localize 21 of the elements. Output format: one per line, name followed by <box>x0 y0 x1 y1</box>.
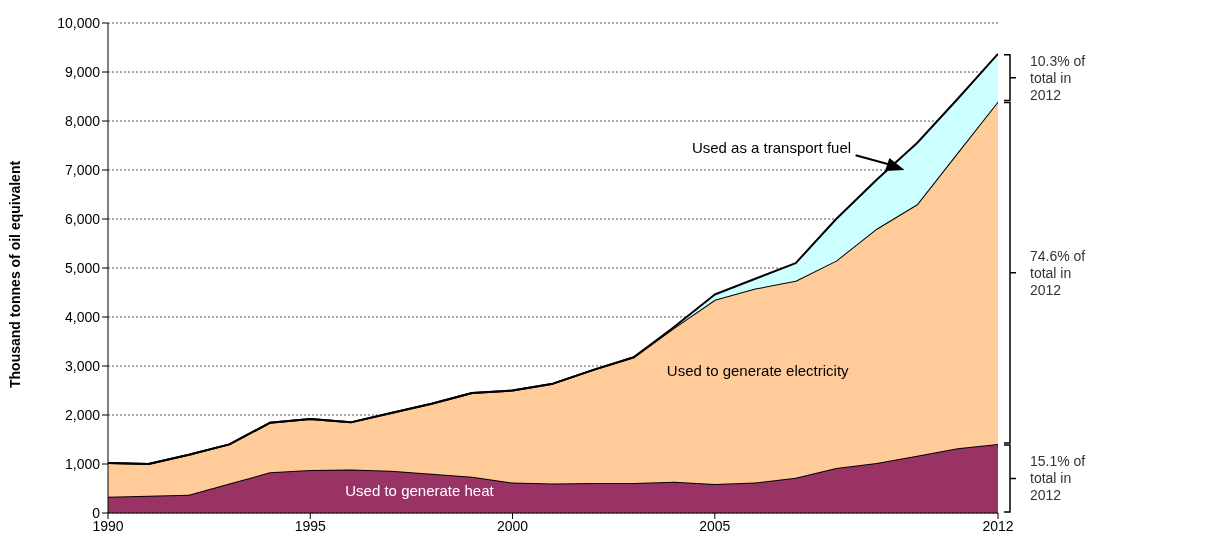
y-tick-label: 3,000 <box>64 357 101 374</box>
y-tick-label: 5,000 <box>64 259 101 276</box>
y-tick-label: 6,000 <box>64 210 101 227</box>
text: 74.6% of total in 2012 <box>1030 247 1086 298</box>
y-tick-label: 9,000 <box>64 63 101 80</box>
y-tick-label: 10,000 <box>57 14 101 31</box>
y-tick-label: 2,000 <box>64 406 101 423</box>
y-tick-label: 4,000 <box>64 308 101 325</box>
y-tick-label: 7,000 <box>64 161 101 178</box>
x-tick-label: 2012 <box>982 517 1014 534</box>
x-tick-label: 2000 <box>496 517 529 534</box>
series-label: Used to generate electricity <box>666 361 850 379</box>
text: 10.3% of total in 2012 <box>1030 52 1086 103</box>
y-tick-label: 8,000 <box>64 112 101 129</box>
y-axis-title: Thousand tonnes of oil equivalent <box>6 160 23 388</box>
text: 15.1% of total in 2012 <box>1030 453 1086 504</box>
text: Used as a transport fuel <box>691 138 852 156</box>
x-tick-label: 1995 <box>294 517 327 534</box>
x-tick-label: 2005 <box>699 517 731 534</box>
series-label: Used to generate heat <box>345 481 495 499</box>
y-tick-label: 1,000 <box>64 455 101 472</box>
